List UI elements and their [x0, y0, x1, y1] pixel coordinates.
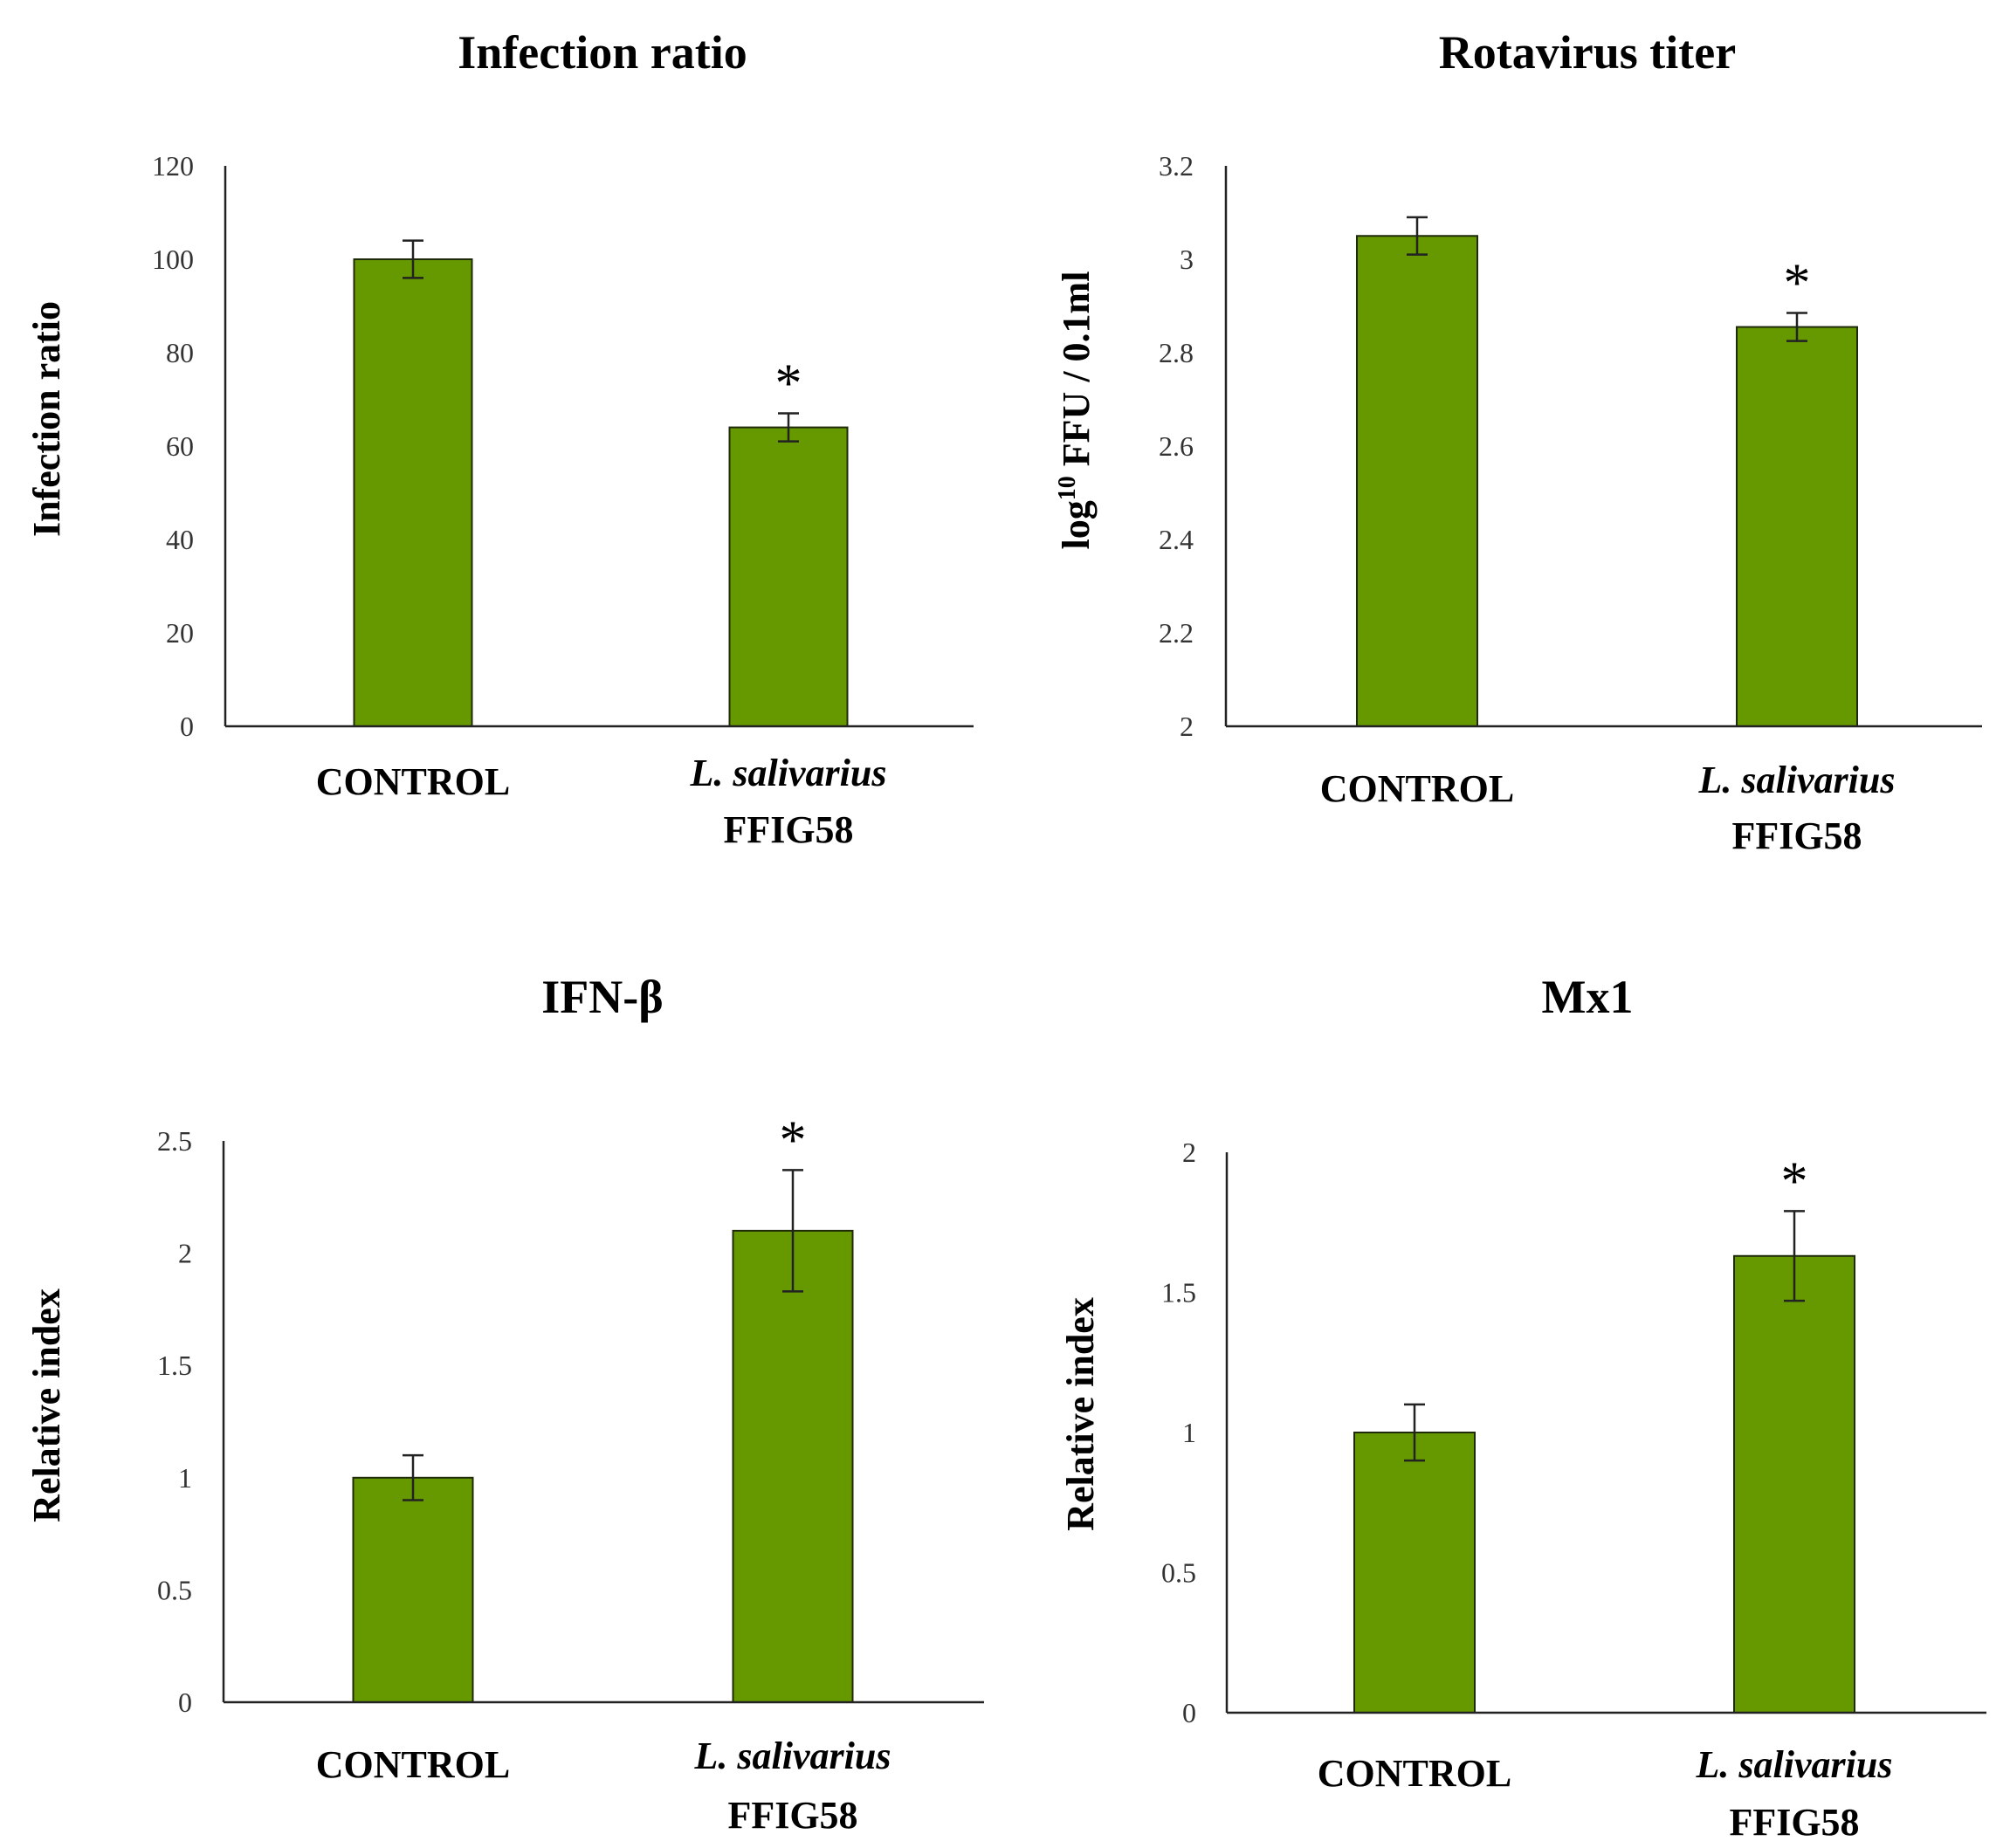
significance-marker: *	[1781, 1151, 1808, 1211]
panel-ifn-beta: IFN-β Relative index 0 0.5 1 1.5 2 2.5 * CONT…	[25, 971, 984, 1837]
y-axis-label-unit: FFU / 0.1ml	[1055, 271, 1098, 477]
error-bar	[1786, 312, 1807, 342]
error-bar	[778, 412, 799, 443]
y-tick-label: 0	[178, 1687, 192, 1718]
bar-l-salivarius	[728, 426, 849, 727]
error-bar	[403, 1453, 423, 1501]
error-bars	[1404, 1210, 1805, 1462]
bars	[352, 1229, 854, 1704]
error-bar	[1404, 1403, 1425, 1462]
y-tick-label: 2	[1182, 1137, 1196, 1168]
error-bar	[782, 1169, 803, 1293]
y-tick-label: 80	[166, 337, 194, 368]
error-bar	[1784, 1210, 1805, 1302]
y-tick-labels: 2 2.2 2.4 2.6 2.8 3 3.2	[1159, 150, 1194, 742]
y-axis-label: log10 FFU / 0.1ml	[1054, 271, 1098, 550]
y-tick-label: 3.2	[1159, 150, 1194, 182]
error-bar	[1407, 216, 1428, 256]
category-label-line2: FFIG58	[723, 808, 853, 851]
panel-rotavirus-titer: Rotavirus titer log10 FFU / 0.1ml 2 2.2 2.…	[1054, 26, 1982, 857]
category-label-line2: FFIG58	[727, 1794, 857, 1837]
chart-title: Infection ratio	[458, 26, 747, 79]
panel-infection-ratio: Infection ratio Infection ratio 0 20 40 60 8…	[25, 26, 974, 851]
bar-control	[1353, 1432, 1476, 1714]
y-tick-label: 0	[1182, 1697, 1196, 1728]
significance-marker: *	[775, 354, 802, 414]
significance-marker: *	[1784, 254, 1811, 313]
bars	[353, 258, 849, 727]
y-tick-labels: 0 20 40 60 80 100 120	[152, 150, 194, 742]
bar-control	[1356, 235, 1478, 727]
bar-l-salivarius	[1736, 326, 1858, 727]
category-label-control: CONTROL	[1320, 767, 1514, 810]
y-axis-label-superscript: 10	[1054, 476, 1081, 500]
y-axis-label: Relative index	[25, 1288, 68, 1522]
bar-control	[352, 1476, 474, 1704]
category-label-control: CONTROL	[316, 760, 510, 803]
category-label-line1: L. salivarius	[694, 1735, 891, 1777]
y-tick-label: 100	[152, 244, 194, 275]
y-tick-label: 1.5	[157, 1350, 192, 1381]
error-bars	[403, 1169, 803, 1501]
y-tick-label: 0.5	[157, 1574, 192, 1605]
y-tick-label: 2.8	[1159, 337, 1194, 368]
y-tick-label: 1	[1182, 1417, 1196, 1448]
y-tick-label: 1	[178, 1462, 192, 1494]
y-tick-label: 2.5	[157, 1125, 192, 1157]
category-label-line1: L. salivarius	[690, 752, 887, 794]
category-label-line1: L. salivarius	[1696, 1743, 1893, 1786]
bars	[1353, 1254, 1855, 1714]
y-tick-labels: 0 0.5 1 1.5 2 2.5	[157, 1125, 192, 1718]
y-tick-label: 120	[152, 150, 194, 182]
y-tick-label: 3	[1180, 244, 1194, 275]
panel-mx1: Mx1 Relative index 0 0.5 1 1.5 2 * CONTROL L…	[1059, 971, 1986, 1844]
y-tick-labels: 0 0.5 1 1.5 2	[1161, 1137, 1196, 1728]
error-bars	[403, 239, 799, 443]
category-label-control: CONTROL	[1318, 1752, 1511, 1795]
error-bars	[1407, 216, 1807, 342]
y-tick-label: 0.5	[1161, 1557, 1196, 1589]
y-tick-label: 1.5	[1161, 1277, 1196, 1309]
category-label-line1: L. salivarius	[1698, 759, 1896, 801]
category-label-line2: FFIG58	[1731, 814, 1862, 857]
category-label-control: CONTROL	[316, 1743, 510, 1786]
chart-title: Mx1	[1542, 971, 1634, 1023]
y-axis-label: Relative index	[1059, 1297, 1102, 1531]
significance-marker: *	[780, 1110, 807, 1170]
y-tick-label: 2	[1180, 711, 1194, 742]
error-bar	[403, 239, 423, 279]
y-tick-label: 2.6	[1159, 430, 1194, 462]
bar-l-salivarius	[1733, 1254, 1855, 1714]
y-tick-label: 40	[166, 524, 194, 555]
y-axis-label-log: log	[1055, 500, 1098, 549]
bar-control	[353, 258, 473, 727]
bar-l-salivarius	[732, 1229, 854, 1703]
y-tick-label: 2.2	[1159, 617, 1194, 649]
y-tick-label: 20	[166, 617, 194, 649]
y-tick-label: 60	[166, 430, 194, 462]
y-axis-label: Infection ratio	[25, 301, 68, 537]
category-label-line2: FFIG58	[1729, 1801, 1859, 1844]
chart-title: Rotavirus titer	[1439, 26, 1736, 79]
chart-title: IFN-β	[541, 971, 663, 1023]
y-tick-label: 2.4	[1159, 524, 1194, 555]
bars	[1356, 235, 1858, 727]
y-tick-label: 0	[180, 711, 194, 742]
y-tick-label: 2	[178, 1238, 192, 1269]
